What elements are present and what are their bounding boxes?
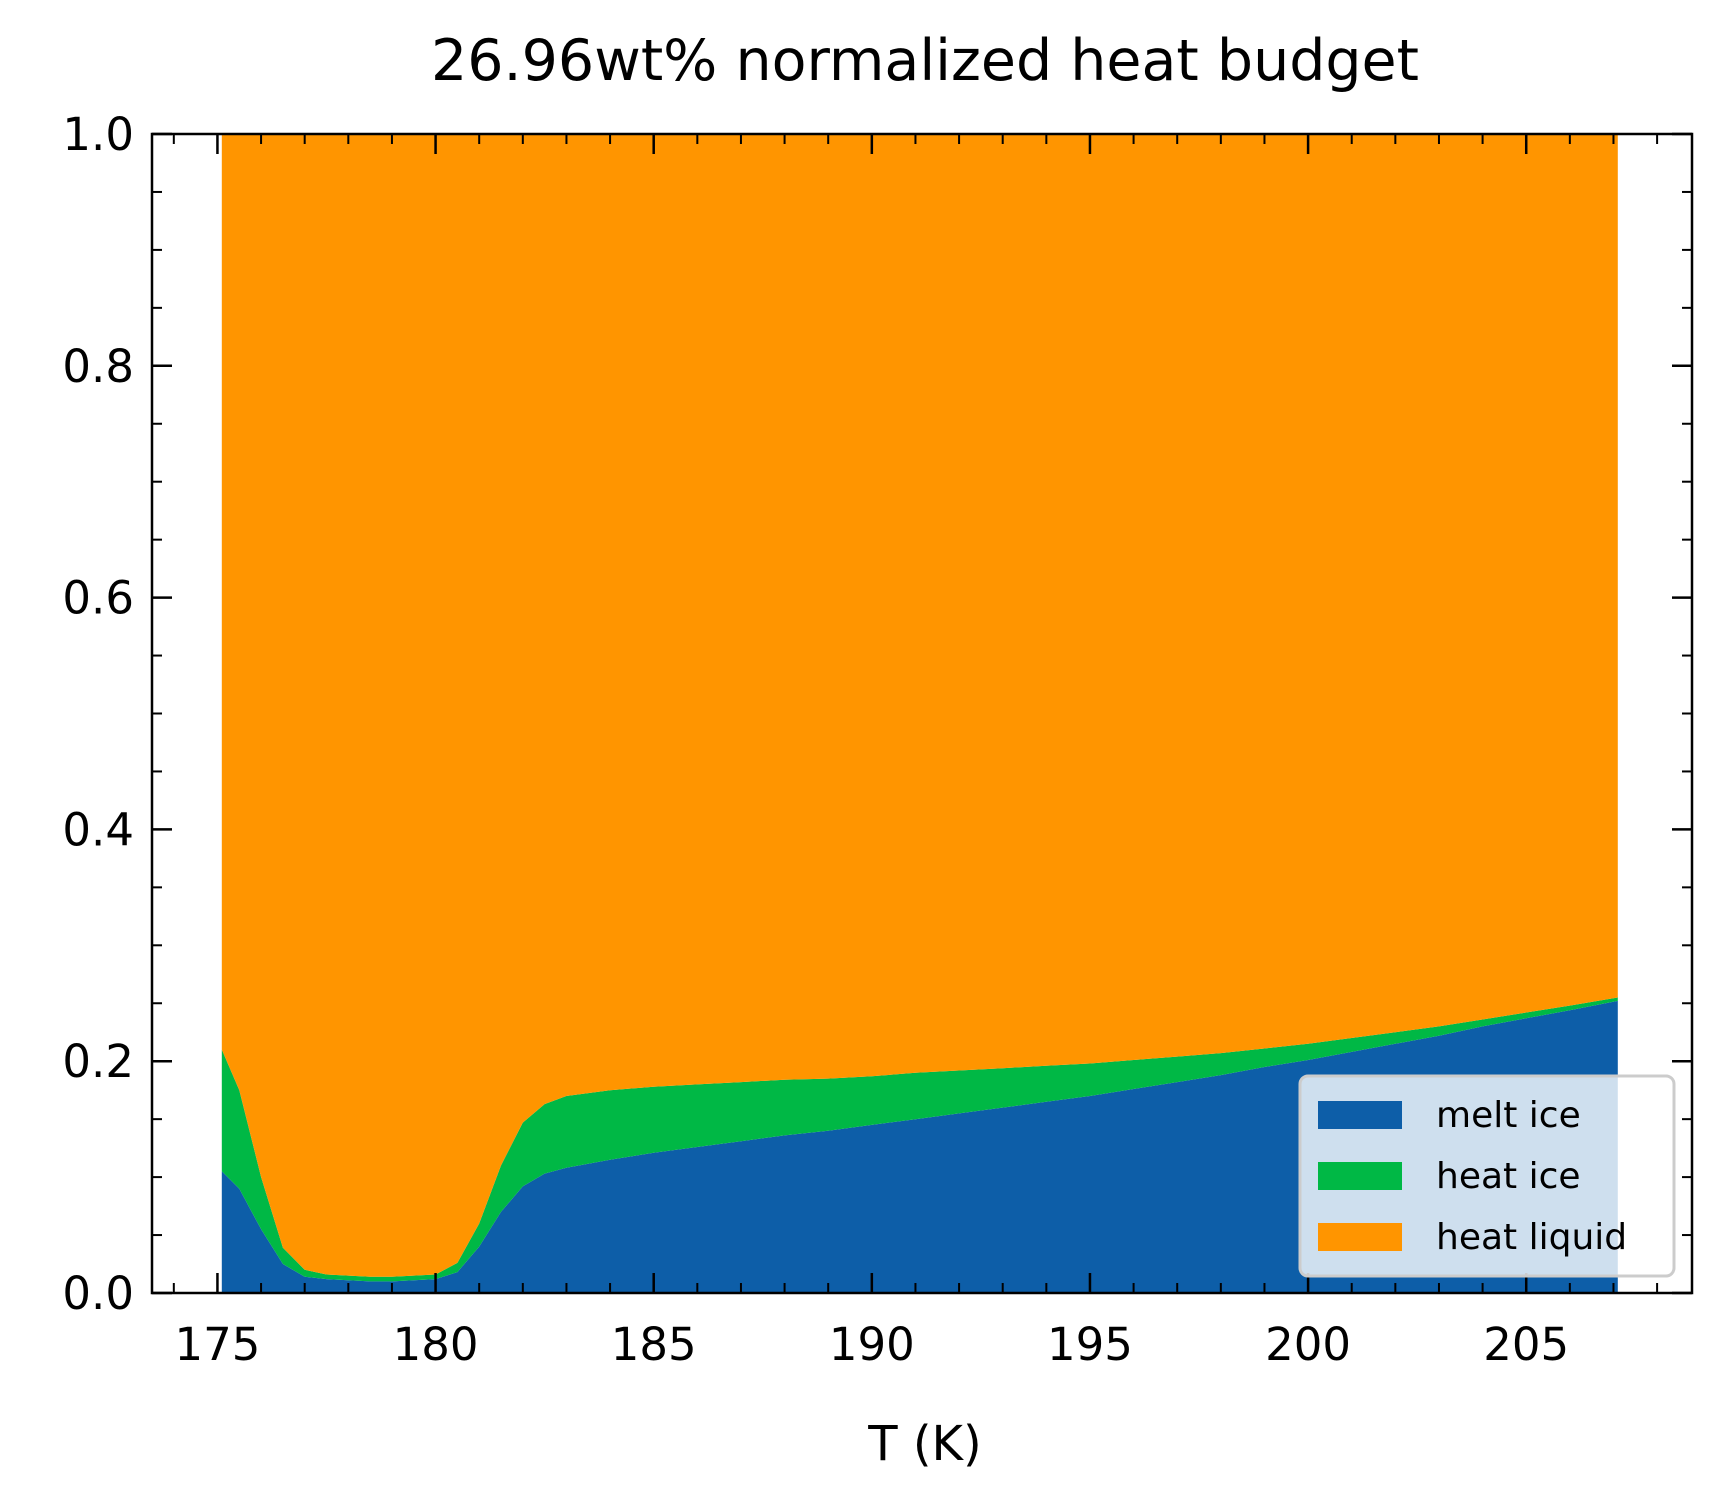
x-tick-label: 190 xyxy=(829,1318,915,1371)
legend-label: heat liquid xyxy=(1436,1217,1627,1258)
x-tick-label: 205 xyxy=(1483,1318,1569,1371)
chart-title: 26.96wt% normalized heat budget xyxy=(431,28,1419,94)
legend-swatch xyxy=(1318,1162,1402,1190)
legend-label: melt ice xyxy=(1436,1095,1581,1136)
x-axis-label: T (K) xyxy=(867,1416,982,1472)
area-heat-liquid xyxy=(221,134,1618,1277)
legend-label: heat ice xyxy=(1436,1156,1581,1197)
area-melt-ice xyxy=(221,1000,1618,1293)
x-tick-label: 200 xyxy=(1265,1318,1351,1371)
y-tick-label: 0.2 xyxy=(62,1035,134,1088)
legend-swatch xyxy=(1318,1101,1402,1129)
y-tick-label: 0.0 xyxy=(62,1267,134,1320)
x-tick-label: 175 xyxy=(174,1318,260,1371)
x-tick-label: 185 xyxy=(611,1318,697,1371)
plot-area xyxy=(221,134,1618,1293)
axes: 175 180 185 190 195 200 205 0.0 0.2 0.4 0.6 0.8 1.0 xyxy=(62,108,1694,1371)
x-tick-label: 195 xyxy=(1047,1318,1133,1371)
legend-swatch xyxy=(1318,1223,1402,1251)
y-tick-label: 1.0 xyxy=(62,108,134,161)
area-heat-ice xyxy=(221,997,1618,1282)
legend: melt ice heat ice heat liquid xyxy=(1298,1074,1676,1278)
y-tick-label: 0.8 xyxy=(62,340,134,393)
y-tick-label: 0.4 xyxy=(62,803,134,856)
x-tick-label: 180 xyxy=(393,1318,479,1371)
y-tick-label: 0.6 xyxy=(62,572,134,625)
